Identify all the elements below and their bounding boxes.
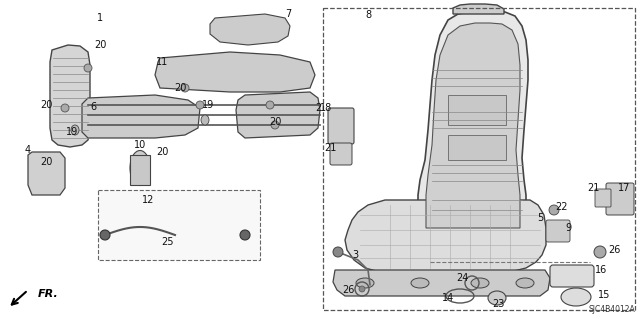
Circle shape xyxy=(196,101,204,109)
Polygon shape xyxy=(50,45,90,147)
Polygon shape xyxy=(155,52,315,92)
Ellipse shape xyxy=(516,278,534,288)
Text: 8: 8 xyxy=(365,10,371,20)
Text: 26: 26 xyxy=(608,245,620,255)
Text: 18: 18 xyxy=(320,103,332,113)
Polygon shape xyxy=(453,4,504,14)
Circle shape xyxy=(271,121,279,129)
Text: SJC4B4012A: SJC4B4012A xyxy=(588,305,635,314)
Circle shape xyxy=(359,286,365,292)
Text: 16: 16 xyxy=(595,265,607,275)
Polygon shape xyxy=(210,14,290,45)
Circle shape xyxy=(61,104,69,112)
Text: 22: 22 xyxy=(556,202,568,212)
Text: 25: 25 xyxy=(162,237,174,247)
Polygon shape xyxy=(426,23,520,228)
Text: 14: 14 xyxy=(442,293,454,303)
Polygon shape xyxy=(236,92,320,138)
Text: 11: 11 xyxy=(156,57,168,67)
Bar xyxy=(98,190,260,260)
Circle shape xyxy=(84,64,92,72)
FancyBboxPatch shape xyxy=(595,189,611,207)
Text: 23: 23 xyxy=(492,299,504,309)
Text: 2: 2 xyxy=(315,103,321,113)
Text: FR.: FR. xyxy=(38,289,59,299)
Text: 12: 12 xyxy=(142,195,154,205)
Text: 7: 7 xyxy=(285,9,291,19)
Polygon shape xyxy=(418,11,528,235)
Bar xyxy=(130,155,150,185)
Polygon shape xyxy=(28,152,65,195)
Polygon shape xyxy=(82,95,200,138)
Text: 3: 3 xyxy=(352,250,358,260)
Text: 19: 19 xyxy=(66,127,78,137)
Ellipse shape xyxy=(471,278,489,288)
Circle shape xyxy=(549,205,559,215)
Bar xyxy=(323,8,635,310)
Text: 21: 21 xyxy=(587,183,599,193)
Text: 6: 6 xyxy=(90,102,96,112)
Circle shape xyxy=(266,101,274,109)
Ellipse shape xyxy=(71,125,79,135)
Circle shape xyxy=(594,246,606,258)
Bar xyxy=(448,95,506,125)
Text: 19: 19 xyxy=(202,100,214,110)
Text: 1: 1 xyxy=(97,13,103,23)
Text: 26: 26 xyxy=(342,285,354,295)
Polygon shape xyxy=(333,270,550,296)
Circle shape xyxy=(100,230,110,240)
Text: 20: 20 xyxy=(94,40,106,50)
FancyBboxPatch shape xyxy=(606,183,634,215)
Text: 17: 17 xyxy=(618,183,630,193)
Ellipse shape xyxy=(201,115,209,125)
Text: 20: 20 xyxy=(174,83,186,93)
Ellipse shape xyxy=(356,278,374,288)
Text: 9: 9 xyxy=(565,223,571,233)
Ellipse shape xyxy=(561,288,591,306)
Polygon shape xyxy=(345,200,546,272)
Bar xyxy=(448,135,506,160)
Text: 20: 20 xyxy=(269,117,281,127)
Circle shape xyxy=(333,247,343,257)
FancyBboxPatch shape xyxy=(546,220,570,242)
Text: 20: 20 xyxy=(40,157,52,167)
Ellipse shape xyxy=(130,151,150,186)
FancyBboxPatch shape xyxy=(330,143,352,165)
Text: 5: 5 xyxy=(537,213,543,223)
FancyBboxPatch shape xyxy=(550,265,594,287)
Text: 21: 21 xyxy=(324,143,336,153)
Text: 10: 10 xyxy=(134,140,146,150)
Text: 15: 15 xyxy=(598,290,610,300)
Circle shape xyxy=(240,230,250,240)
Circle shape xyxy=(181,84,189,92)
Ellipse shape xyxy=(488,291,506,305)
Ellipse shape xyxy=(411,278,429,288)
FancyBboxPatch shape xyxy=(328,108,354,144)
Text: 20: 20 xyxy=(40,100,52,110)
Text: 24: 24 xyxy=(456,273,468,283)
Text: 4: 4 xyxy=(25,145,31,155)
Text: 20: 20 xyxy=(156,147,168,157)
